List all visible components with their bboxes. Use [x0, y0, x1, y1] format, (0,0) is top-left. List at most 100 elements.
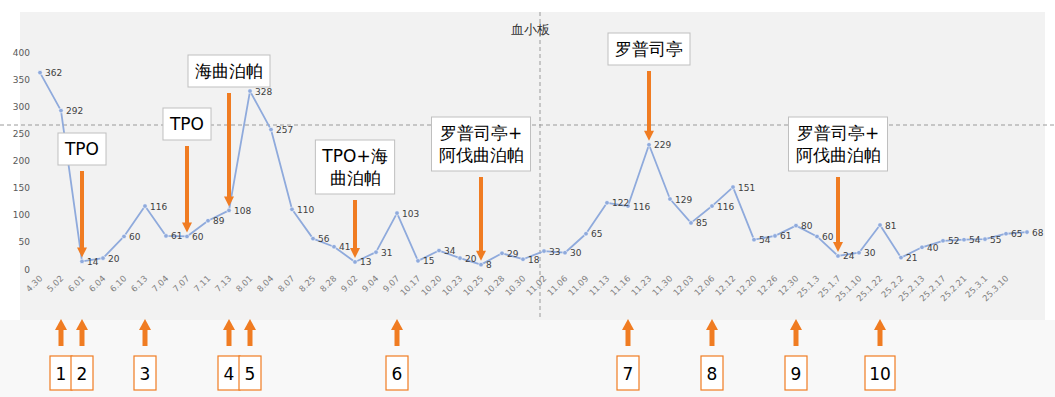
- event-arrow: [80, 329, 85, 346]
- event-arrow: [143, 329, 148, 346]
- event-arrow: [710, 329, 715, 346]
- x-tick-label: 12.20: [734, 273, 758, 297]
- event-box: [386, 356, 408, 390]
- annotation-arrow-head: [833, 242, 843, 252]
- annotation-box: [432, 117, 531, 171]
- event-arrow-head: [244, 319, 256, 330]
- annotation-text: 阿伐曲泊帕: [796, 145, 881, 165]
- x-tick-label: 8.28: [318, 273, 338, 293]
- data-label: 8: [486, 260, 492, 270]
- x-tick-label: 11.13: [587, 273, 611, 297]
- data-point: [731, 185, 736, 190]
- data-point: [899, 255, 904, 260]
- annotation-arrow-head: [476, 251, 486, 261]
- data-point: [248, 89, 253, 94]
- event-box: [701, 356, 723, 390]
- annotation-arrow-head: [182, 222, 192, 232]
- event-box: [50, 356, 72, 390]
- data-label: 89: [213, 216, 225, 226]
- y-tick-label: 0: [24, 265, 30, 275]
- x-tick-label: 10.20: [419, 273, 443, 297]
- event-label: 6: [392, 364, 403, 384]
- data-point: [647, 142, 652, 147]
- x-tick-label: 7.07: [171, 273, 191, 293]
- data-point: [605, 201, 610, 206]
- data-label: 65: [591, 229, 602, 239]
- annotation-box: [789, 117, 888, 171]
- event-arrow-head: [790, 319, 802, 330]
- x-tick-label: 10.30: [503, 273, 527, 297]
- event-arrow: [794, 329, 799, 346]
- data-label: 103: [402, 209, 419, 219]
- data-label: 60: [129, 232, 141, 242]
- annotation-box: [315, 140, 394, 194]
- x-tick-label: 6.01: [66, 273, 86, 293]
- data-label: 110: [297, 205, 314, 215]
- event-arrow-head: [391, 319, 403, 330]
- x-tick-label: 25.1.22: [854, 273, 884, 303]
- y-tick-label: 50: [19, 237, 31, 247]
- data-point: [479, 262, 484, 267]
- event-arrow-head: [76, 319, 88, 330]
- event-arrow-head: [874, 319, 886, 330]
- data-label: 61: [171, 231, 182, 241]
- data-label: 68: [1032, 228, 1044, 238]
- data-label: 41: [339, 242, 350, 252]
- data-point: [962, 237, 967, 242]
- event-box: [218, 356, 240, 390]
- x-tick-label: 8.25: [297, 273, 317, 293]
- event-arrow: [878, 329, 883, 346]
- x-tick-label: 11.09: [566, 273, 590, 297]
- data-label: 14: [87, 257, 99, 267]
- annotation-text: TPO: [169, 114, 204, 134]
- data-label: 116: [717, 202, 734, 212]
- annotation-text: 罗普司亭+: [797, 123, 879, 143]
- data-point: [80, 259, 85, 264]
- data-label: 116: [150, 202, 167, 212]
- annotation-arrow: [185, 146, 189, 223]
- x-tick-label: 10.25: [461, 273, 485, 297]
- event-label: 4: [224, 364, 235, 384]
- x-tick-label: 11.30: [650, 273, 674, 297]
- annotation-arrow: [836, 177, 840, 243]
- event-arrow-head: [223, 319, 235, 330]
- plot-panel: [20, 12, 1045, 320]
- data-label: 61: [780, 231, 791, 241]
- annotation-text: 阿伐曲泊帕: [439, 145, 524, 165]
- event-box: [785, 356, 807, 390]
- data-point: [122, 234, 127, 239]
- data-point: [941, 238, 946, 243]
- y-tick-label: 200: [13, 156, 30, 166]
- x-tick-label: 10.17: [398, 273, 422, 297]
- event-arrow: [395, 329, 400, 346]
- data-point: [59, 108, 64, 113]
- annotation-text: 罗普司亭: [615, 39, 683, 59]
- background: [0, 0, 1055, 397]
- x-tick-label: 25.1.3: [795, 273, 821, 299]
- data-point: [143, 204, 148, 209]
- data-label: 30: [864, 248, 876, 258]
- x-tick-label: 7.04: [150, 273, 170, 293]
- data-label: 40: [927, 243, 939, 253]
- y-tick-label: 300: [13, 102, 30, 112]
- annotation-arrow: [353, 200, 357, 249]
- data-label: 13: [360, 257, 371, 267]
- event-box: [239, 356, 261, 390]
- event-box: [617, 356, 639, 390]
- data-label: 15: [423, 256, 434, 266]
- annotation-text: 海曲泊帕: [195, 61, 263, 81]
- event-label: 3: [140, 364, 151, 384]
- data-point: [878, 223, 883, 228]
- data-point: [206, 218, 211, 223]
- data-point: [1025, 230, 1030, 235]
- annotation-text: TPO: [64, 139, 99, 159]
- event-arrow: [59, 329, 64, 346]
- data-point: [332, 244, 337, 249]
- data-label: 55: [990, 235, 1001, 245]
- data-label: 21: [906, 253, 917, 263]
- data-label: 292: [66, 106, 83, 116]
- data-point: [563, 250, 568, 255]
- event-box: [134, 356, 156, 390]
- annotation-text: TPO+海: [321, 146, 387, 166]
- data-label: 328: [255, 87, 272, 97]
